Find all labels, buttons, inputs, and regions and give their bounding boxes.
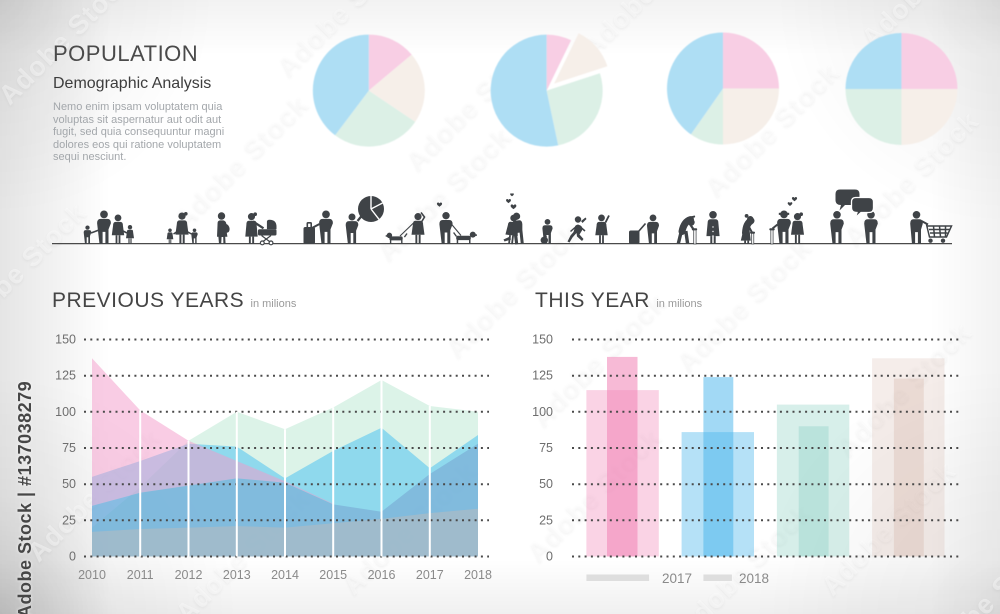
- svg-text:25: 25: [539, 513, 553, 527]
- svg-text:75: 75: [62, 441, 76, 455]
- svg-text:2017: 2017: [416, 568, 444, 582]
- svg-text:50: 50: [62, 477, 76, 491]
- svg-text:100: 100: [55, 405, 76, 419]
- svg-text:150: 150: [532, 333, 553, 347]
- svg-text:50: 50: [539, 477, 553, 491]
- svg-text:150: 150: [55, 333, 76, 347]
- svg-text:2018: 2018: [739, 571, 769, 586]
- svg-text:2013: 2013: [223, 568, 251, 582]
- svg-text:2018: 2018: [464, 568, 492, 582]
- svg-text:2015: 2015: [319, 568, 347, 582]
- svg-text:0: 0: [546, 550, 553, 564]
- svg-text:2012: 2012: [175, 568, 203, 582]
- svg-text:2010: 2010: [78, 568, 106, 582]
- svg-text:75: 75: [539, 441, 553, 455]
- svg-text:100: 100: [532, 405, 553, 419]
- svg-text:2017: 2017: [662, 571, 692, 586]
- svg-text:25: 25: [62, 513, 76, 527]
- svg-text:125: 125: [532, 369, 553, 383]
- svg-text:2014: 2014: [271, 568, 299, 582]
- svg-text:0: 0: [69, 550, 76, 564]
- svg-text:125: 125: [55, 369, 76, 383]
- svg-text:2011: 2011: [127, 568, 154, 582]
- svg-text:2016: 2016: [368, 568, 396, 582]
